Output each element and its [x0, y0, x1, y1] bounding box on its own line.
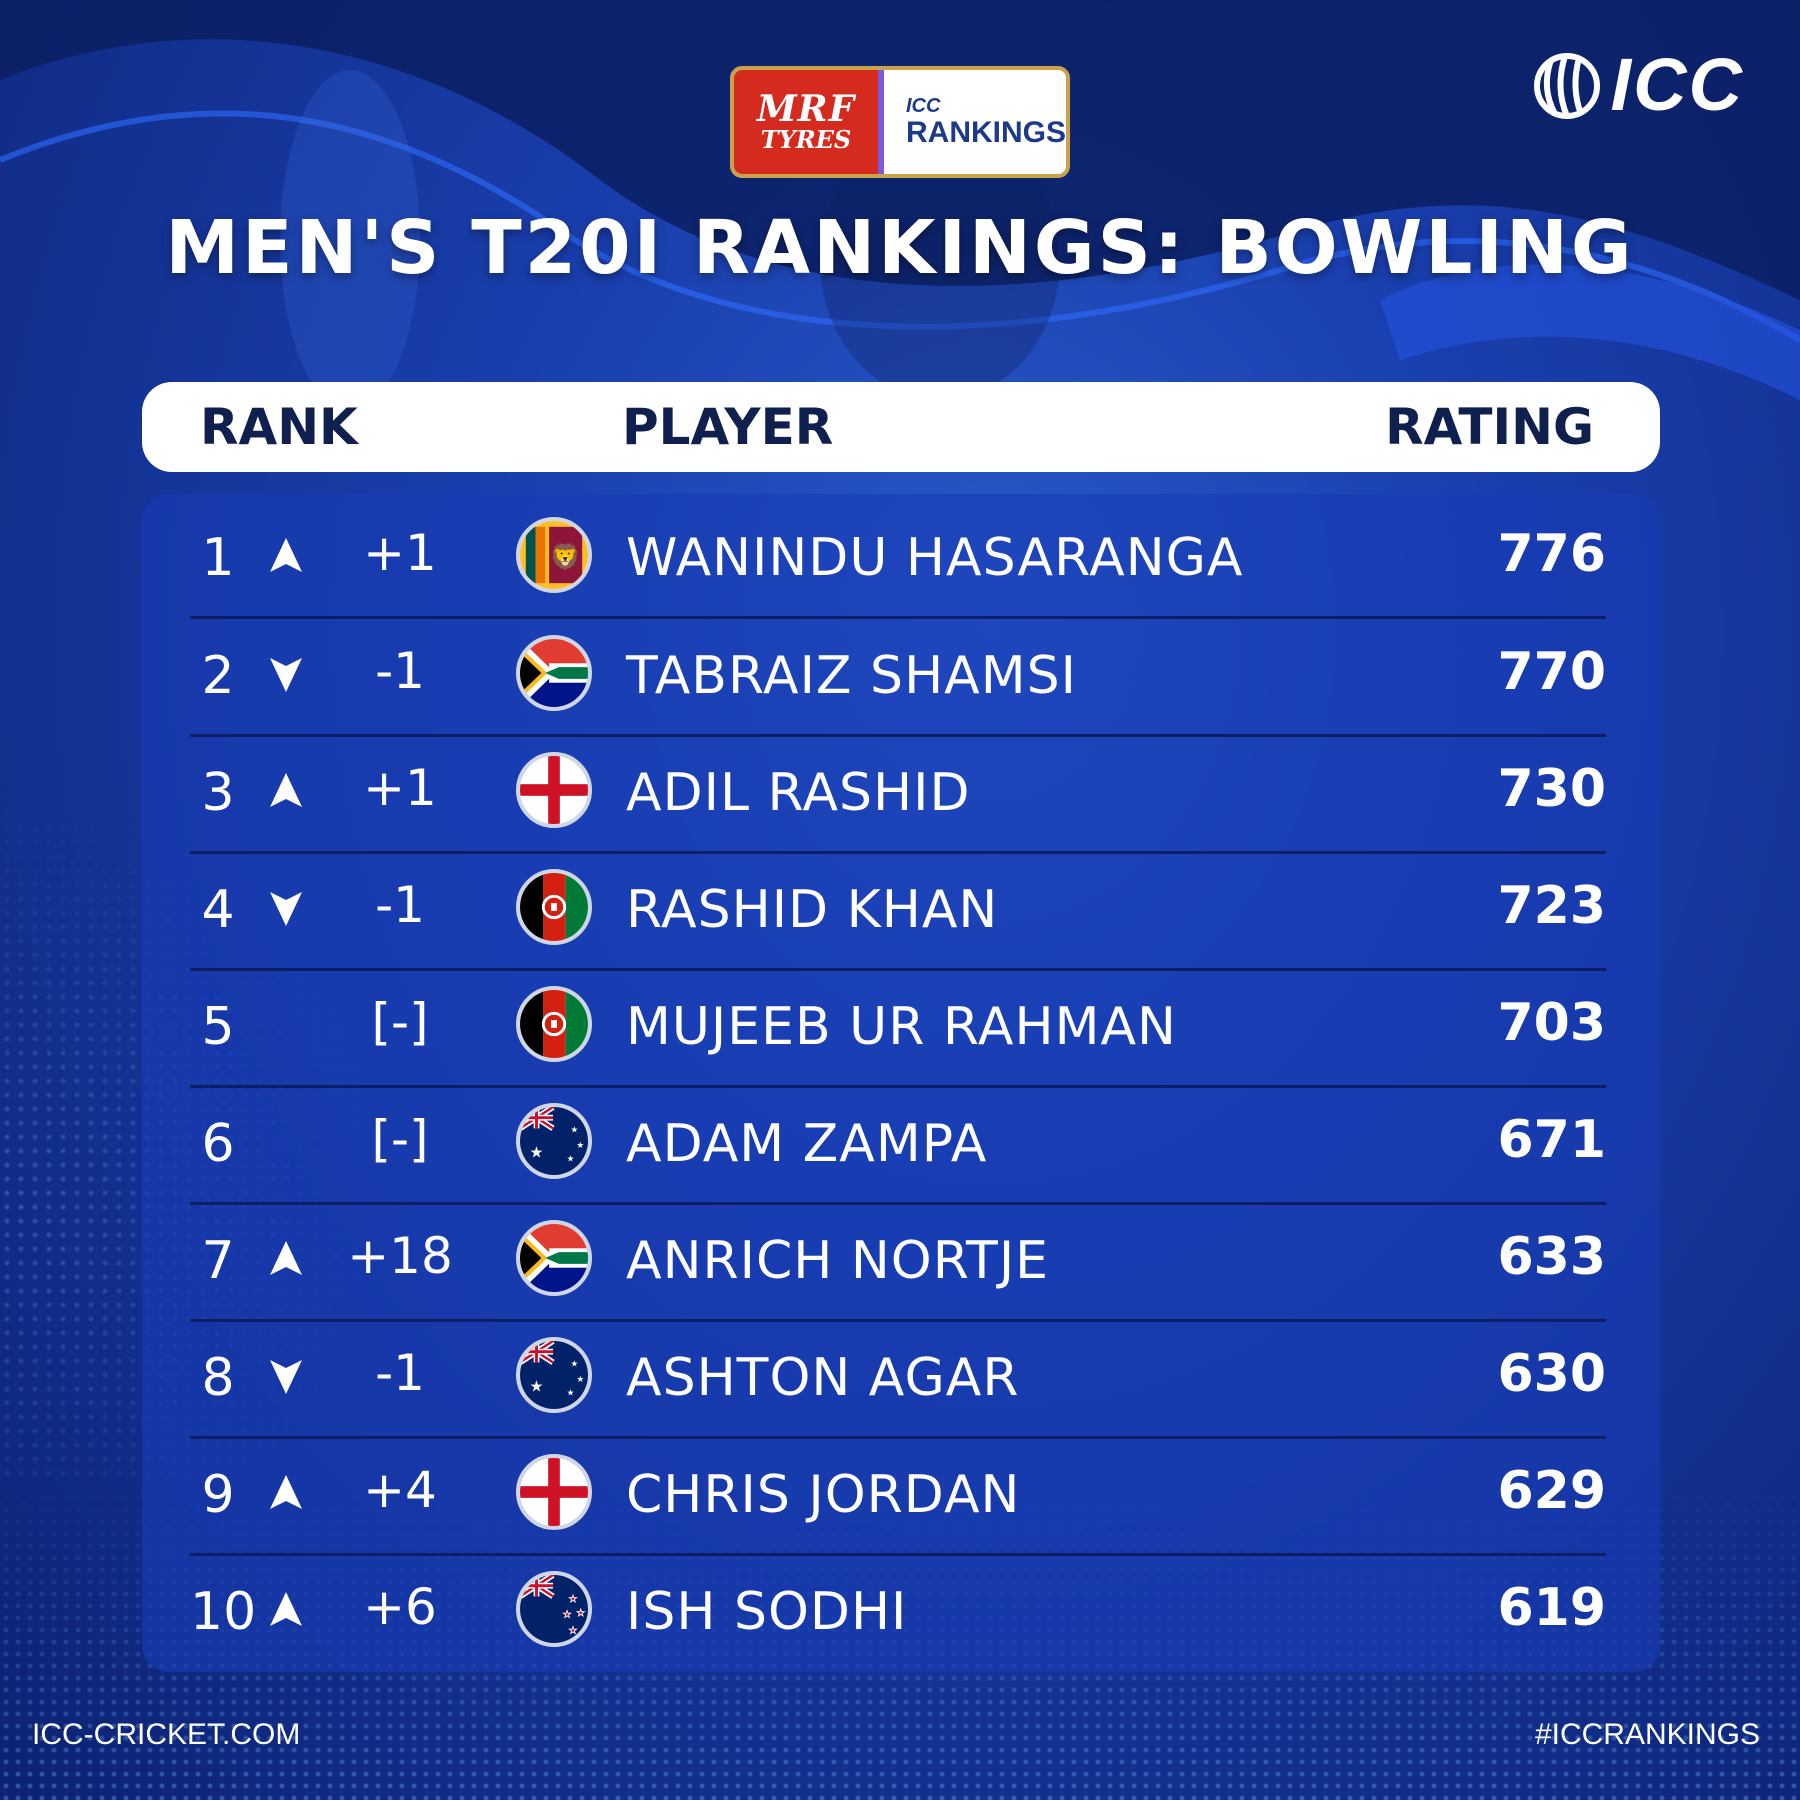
- rankings-label: RANKINGS: [905, 115, 1066, 149]
- rankings-table: 1 +1 🦁 WANINDU HASARANGA 776 2 -1 TABRAIZ SHAMS…: [142, 494, 1660, 1672]
- rank-number: 3: [201, 763, 235, 823]
- svg-text:★: ★: [567, 1388, 575, 1398]
- table-header: RANK PLAYER RATING: [142, 382, 1660, 472]
- page-title: MEN'S T20I RANKINGS: BOWLING: [165, 205, 1635, 291]
- rank-change: -1: [375, 876, 425, 934]
- afghanistan-flag-icon: [516, 986, 592, 1062]
- header-rating: RATING: [1385, 398, 1594, 456]
- icc-logo-text: ICC: [1610, 42, 1744, 126]
- player-rating: 633: [1497, 1227, 1606, 1287]
- arrow-down-icon: [268, 880, 304, 936]
- rank-change: +18: [347, 1227, 453, 1285]
- rank-change: [-]: [371, 1110, 429, 1168]
- rank-change: -1: [375, 1344, 425, 1402]
- player-rating: 703: [1497, 993, 1606, 1053]
- player-name: RASHID KHAN: [626, 880, 999, 940]
- svg-text:★: ★: [569, 1594, 578, 1605]
- player-name: CHRIS JORDAN: [626, 1465, 1021, 1525]
- rank-change: +4: [363, 1461, 437, 1519]
- table-row: 5 [-] MUJEEB UR RAHMAN 703: [190, 967, 1606, 1088]
- rank-change: +1: [363, 759, 437, 817]
- australia-flag-icon: ★ ★ ★ ★: [516, 1103, 592, 1179]
- table-row: 8 -1 ★ ★ ★ ★ ASHTON AGAR 630: [190, 1318, 1606, 1439]
- rank-number: 10: [190, 1582, 257, 1642]
- rank-number: 8: [201, 1348, 235, 1408]
- svg-text:★: ★: [567, 1154, 575, 1164]
- player-rating: 770: [1497, 642, 1606, 702]
- player-name: ISH SODHI: [626, 1582, 908, 1642]
- svg-text:🦁: 🦁: [550, 543, 581, 572]
- table-row: 1 +1 🦁 WANINDU HASARANGA 776: [190, 498, 1606, 619]
- rankings-icc-label: ICC: [905, 94, 941, 117]
- header-rank: RANK: [200, 398, 358, 456]
- south-africa-flag-icon: [516, 635, 592, 711]
- table-row: 2 -1 TABRAIZ SHAMSI 770: [190, 616, 1606, 737]
- svg-text:★: ★: [571, 1359, 579, 1369]
- rank-change: +1: [363, 524, 437, 582]
- player-rating: 619: [1497, 1578, 1606, 1638]
- new-zealand-flag-icon: ★ ★ ★ ★: [516, 1571, 592, 1647]
- player-name: TABRAIZ SHAMSI: [626, 646, 1077, 706]
- england-flag-icon: [516, 752, 592, 828]
- rank-number: 9: [201, 1465, 235, 1525]
- south-africa-flag-icon: [516, 1220, 592, 1296]
- england-flag-icon: [516, 1454, 592, 1530]
- arrow-up-icon: [268, 1231, 304, 1287]
- svg-text:★: ★: [576, 1141, 584, 1151]
- player-name: ASHTON AGAR: [626, 1348, 1020, 1408]
- player-name: WANINDU HASARANGA: [626, 528, 1244, 588]
- mrf-icc-rankings-logo: MRF TYRES ICC RANKINGS: [730, 66, 1070, 178]
- rank-number: 7: [201, 1231, 235, 1291]
- footer-hashtag: #ICCRANKINGS: [1534, 1718, 1760, 1751]
- player-name: ADAM ZAMPA: [626, 1114, 988, 1174]
- footer-website: ICC-CRICKET.COM: [32, 1718, 301, 1751]
- svg-text:★: ★: [530, 1144, 544, 1162]
- mrf-brand: MRF: [756, 87, 856, 130]
- player-rating: 671: [1497, 1110, 1606, 1170]
- australia-flag-icon: ★ ★ ★ ★: [516, 1337, 592, 1413]
- player-rating: 730: [1497, 759, 1606, 819]
- table-row: 7 +18 ANRICH NORTJE 633: [190, 1201, 1606, 1322]
- rank-change: -1: [375, 642, 425, 700]
- rank-number: 4: [201, 880, 235, 940]
- player-name: MUJEEB UR RAHMAN: [626, 997, 1177, 1057]
- svg-text:★: ★: [530, 1378, 544, 1396]
- player-rating: 723: [1497, 876, 1606, 936]
- svg-text:★: ★: [571, 1125, 579, 1135]
- player-rating: 776: [1497, 524, 1606, 584]
- arrow-up-icon: [268, 763, 304, 819]
- arrow-down-icon: [268, 1348, 304, 1404]
- player-rating: 629: [1497, 1461, 1606, 1521]
- player-name: ADIL RASHID: [626, 763, 971, 823]
- arrow-up-icon: [268, 1582, 304, 1638]
- svg-text:★: ★: [576, 1375, 584, 1385]
- svg-text:★: ★: [576, 1608, 585, 1619]
- table-row: 3 +1 ADIL RASHID 730: [190, 733, 1606, 854]
- player-rating: 630: [1497, 1344, 1606, 1404]
- rank-number: 6: [201, 1114, 235, 1174]
- header-player: PLAYER: [622, 398, 834, 456]
- table-row: 9 +4 CHRIS JORDAN 629: [190, 1435, 1606, 1556]
- table-row: 10 +6 ★ ★ ★ ★ ISH SODHI 619: [190, 1552, 1606, 1670]
- icc-ball-icon: [1533, 53, 1600, 119]
- arrow-down-icon: [268, 646, 304, 702]
- arrow-up-icon: [268, 1465, 304, 1521]
- table-row: 4 -1 RASHID KHAN 723: [190, 850, 1606, 971]
- rank-number: 5: [201, 997, 235, 1057]
- rank-change: [-]: [371, 993, 429, 1051]
- afghanistan-flag-icon: [516, 869, 592, 945]
- icc-logo: ICC: [1531, 42, 1744, 126]
- rank-change: +6: [363, 1578, 437, 1636]
- rank-number: 2: [201, 646, 235, 706]
- table-row: 6 [-] ★ ★ ★ ★ ADAM ZAMPA 671: [190, 1084, 1606, 1205]
- svg-text:★: ★: [569, 1625, 578, 1636]
- arrow-up-icon: [268, 528, 304, 584]
- svg-text:★: ★: [563, 1610, 572, 1621]
- sri-lanka-flag-icon: 🦁: [516, 517, 592, 593]
- player-name: ANRICH NORTJE: [626, 1231, 1050, 1291]
- rank-number: 1: [201, 528, 235, 588]
- mrf-tyres-label: TYRES: [760, 124, 852, 154]
